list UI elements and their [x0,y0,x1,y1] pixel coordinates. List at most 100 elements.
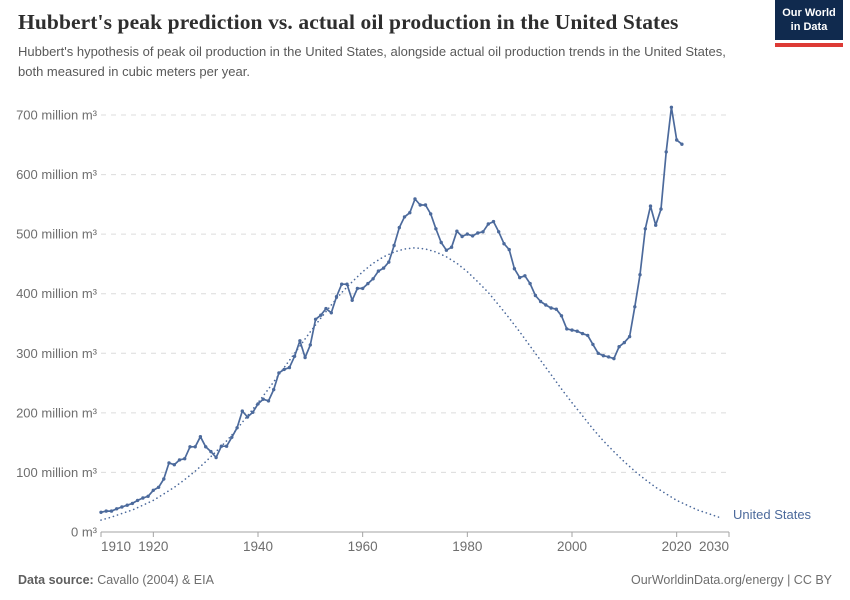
data-point-marker[interactable] [292,354,297,358]
data-point-marker[interactable] [277,371,281,375]
data-point-marker[interactable] [622,340,626,345]
data-point-marker[interactable] [449,245,454,249]
data-point-marker[interactable] [209,449,213,454]
data-point-marker[interactable] [439,240,443,245]
data-point-marker[interactable] [481,230,485,234]
data-point-marker[interactable] [340,282,344,286]
data-point-marker[interactable] [387,260,391,264]
data-point-marker[interactable] [188,445,192,449]
data-point-marker[interactable] [601,354,606,358]
entity-label-united-states[interactable]: United States [733,507,812,522]
data-point-marker[interactable] [287,365,292,370]
data-point-marker[interactable] [298,339,302,343]
data-point-marker[interactable] [512,267,517,271]
data-point-marker[interactable] [575,329,579,333]
data-point-marker[interactable] [303,355,307,360]
data-point-marker[interactable] [324,306,328,311]
data-point-marker[interactable] [381,266,386,270]
data-point-marker[interactable] [633,305,637,309]
data-point-marker[interactable] [570,328,574,332]
data-point-marker[interactable] [167,461,171,465]
data-point-marker[interactable] [460,234,464,239]
data-point-marker[interactable] [533,293,538,298]
data-point-marker[interactable] [544,303,548,307]
data-point-marker[interactable] [329,311,333,315]
data-point-marker[interactable] [251,410,255,414]
data-point-marker[interactable] [115,507,119,511]
data-point-marker[interactable] [334,295,339,299]
data-point-marker[interactable] [240,409,244,413]
data-point-marker[interactable] [282,367,286,372]
data-point-marker[interactable] [245,415,250,419]
data-point-marker[interactable] [183,457,187,461]
data-point-marker[interactable] [408,211,412,215]
owid-logo[interactable]: Our World in Data [775,0,843,40]
data-point-marker[interactable] [612,356,616,361]
data-point-marker[interactable] [366,281,370,286]
data-point-marker[interactable] [638,273,642,277]
data-point-marker[interactable] [591,342,595,347]
hubbert-prediction-line[interactable] [100,246,720,521]
data-point-marker[interactable] [162,477,166,481]
data-point-marker[interactable] [580,331,585,336]
data-point-marker[interactable] [204,445,208,449]
data-point-marker[interactable] [345,282,349,286]
data-point-marker[interactable] [565,327,569,331]
data-point-marker[interactable] [549,306,553,310]
data-point-marker[interactable] [643,227,647,231]
data-point-marker[interactable] [177,458,182,462]
data-point-marker[interactable] [444,248,449,252]
data-point-marker[interactable] [371,277,375,281]
data-point-marker[interactable] [141,496,145,500]
data-point-marker[interactable] [413,197,417,201]
data-point-marker[interactable] [156,485,161,489]
data-point-marker[interactable] [272,387,276,392]
data-point-marker[interactable] [146,494,150,498]
data-point-marker[interactable] [135,498,140,503]
data-point-marker[interactable] [627,334,632,339]
data-point-marker[interactable] [559,314,564,318]
data-point-marker[interactable] [491,219,496,224]
data-point-marker[interactable] [675,138,679,142]
data-point-marker[interactable] [528,281,532,286]
data-point-marker[interactable] [680,142,684,146]
actual-production-line[interactable] [100,106,683,514]
data-point-marker[interactable] [397,225,401,230]
data-point-marker[interactable] [261,397,265,401]
data-point-marker[interactable] [120,505,124,509]
data-point-marker[interactable] [151,488,155,492]
data-point-marker[interactable] [104,509,108,513]
data-point-marker[interactable] [193,445,197,449]
data-point-marker[interactable] [230,435,234,439]
data-point-marker[interactable] [648,204,653,208]
data-point-marker[interactable] [402,215,407,219]
data-point-marker[interactable] [455,229,459,233]
data-point-marker[interactable] [219,444,224,448]
data-point-marker[interactable] [596,351,600,355]
data-point-marker[interactable] [125,503,129,507]
data-point-marker[interactable] [256,402,260,406]
data-point-marker[interactable] [659,207,663,211]
data-point-marker[interactable] [429,212,433,216]
data-point-marker[interactable] [470,234,475,238]
data-point-marker[interactable] [507,247,511,252]
data-point-marker[interactable] [224,444,229,448]
data-point-marker[interactable] [523,274,527,278]
data-point-marker[interactable] [418,203,422,207]
data-point-marker[interactable] [313,317,318,321]
data-point-marker[interactable] [654,223,658,227]
data-point-marker[interactable] [214,455,218,460]
owid-license-link[interactable]: OurWorldinData.org/energy | CC BY [630,573,832,587]
data-point-marker[interactable] [172,463,176,467]
data-point-marker[interactable] [586,333,590,338]
data-point-marker[interactable] [465,232,469,236]
data-point-marker[interactable] [538,299,543,304]
data-point-marker[interactable] [423,203,428,207]
data-point-marker[interactable] [664,150,668,154]
data-point-marker[interactable] [130,501,135,506]
data-point-marker[interactable] [319,313,323,317]
data-point-marker[interactable] [99,510,103,514]
data-point-marker[interactable] [606,355,611,359]
data-point-marker[interactable] [308,343,312,347]
